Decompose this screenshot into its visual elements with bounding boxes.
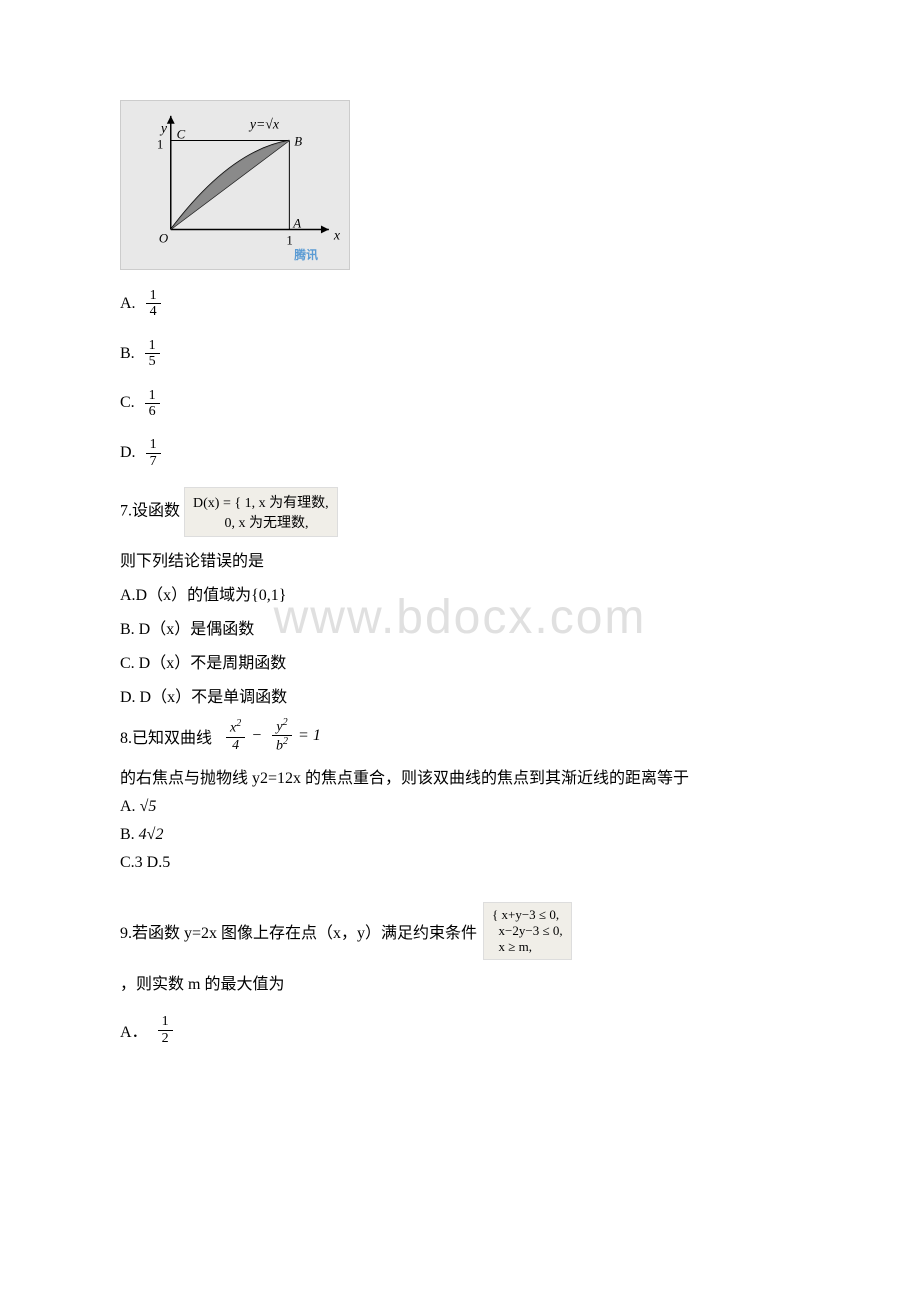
q6-option-c: C. 1 6 bbox=[120, 388, 800, 420]
q6-option-d: D. 1 7 bbox=[120, 437, 800, 469]
q8-option-a: A. √5 bbox=[120, 798, 800, 816]
q9-option-a: A． 1 2 bbox=[120, 1014, 800, 1046]
q7-option-d: D. D（x）不是单调函数 bbox=[120, 683, 800, 707]
fraction: 1 2 bbox=[158, 1014, 173, 1046]
fraction: 1 4 bbox=[146, 288, 161, 320]
option-label: A． bbox=[120, 1018, 148, 1042]
q6-option-a: A. 1 4 bbox=[120, 288, 800, 320]
q6-option-b: B. 1 5 bbox=[120, 338, 800, 370]
graph-origin-label: O bbox=[159, 231, 168, 245]
q6-graph: y x O C B A 1 1 y=√x 腾讯 bbox=[120, 100, 350, 270]
fraction: 1 5 bbox=[145, 338, 160, 370]
option-label: A. bbox=[120, 295, 136, 313]
q8-option-b: B. 4√2 bbox=[120, 826, 800, 844]
q8-prefix: 8.已知双曲线 bbox=[120, 724, 212, 748]
graph-point-b: B bbox=[294, 134, 302, 148]
q7-function-def: D(x) = { 1, x 为有理数, 0, x 为无理数, bbox=[184, 487, 338, 537]
option-label: C. bbox=[120, 394, 135, 412]
q9-stem-line2: ，则实数 m 的最大值为 bbox=[120, 970, 800, 994]
q7-stem-line2: 则下列结论错误的是 bbox=[120, 547, 800, 571]
fraction: 1 6 bbox=[145, 388, 160, 420]
graph-tick-x: 1 bbox=[286, 233, 292, 247]
q7-stem-line1: 7.设函数 D(x) = { 1, x 为有理数, 0, x 为无理数, bbox=[120, 487, 800, 537]
q7-prefix: 7.设函数 bbox=[120, 503, 180, 520]
page-content: y x O C B A 1 1 y=√x 腾讯 A. 1 4 B. 1 5 C.… bbox=[120, 100, 800, 1046]
fraction: 1 7 bbox=[146, 437, 161, 469]
graph-point-c: C bbox=[177, 128, 186, 142]
graph-point-a: A bbox=[292, 216, 301, 230]
graph-x-label: x bbox=[333, 227, 341, 242]
q8-option-cd: C.3 D.5 bbox=[120, 854, 800, 872]
graph-tick-y: 1 bbox=[157, 137, 163, 151]
q9-prefix: 9.若函数 y=2x 图像上存在点（x，y）满足约束条件 bbox=[120, 919, 477, 943]
graph-y-label: y bbox=[159, 121, 168, 136]
option-label: B. bbox=[120, 345, 135, 363]
q8-stem-line1: 8.已知双曲线 x2 4 − y2 b2 = 1 bbox=[120, 717, 800, 754]
q7-option-b: B. D（x）是偶函数 bbox=[120, 615, 800, 639]
q8-formula: x2 4 − y2 b2 = 1 bbox=[222, 717, 321, 754]
q9-system: { x+y−3 ≤ 0, x−2y−3 ≤ 0, x ≥ m, bbox=[483, 902, 572, 960]
q9-stem-line1: 9.若函数 y=2x 图像上存在点（x，y）满足约束条件 { x+y−3 ≤ 0… bbox=[120, 902, 800, 960]
q7-option-c: C. D（x）不是周期函数 bbox=[120, 649, 800, 673]
q8-stem-line2: 的右焦点与抛物线 y2=12x 的焦点重合，则该双曲线的焦点到其渐近线的距离等于 bbox=[120, 764, 800, 788]
graph-curve-label: y=√x bbox=[248, 117, 280, 132]
q7-option-a: A.D（x）的值域为{0,1} bbox=[120, 581, 800, 605]
option-label: D. bbox=[120, 444, 136, 462]
graph-logo: 腾讯 bbox=[294, 248, 318, 262]
